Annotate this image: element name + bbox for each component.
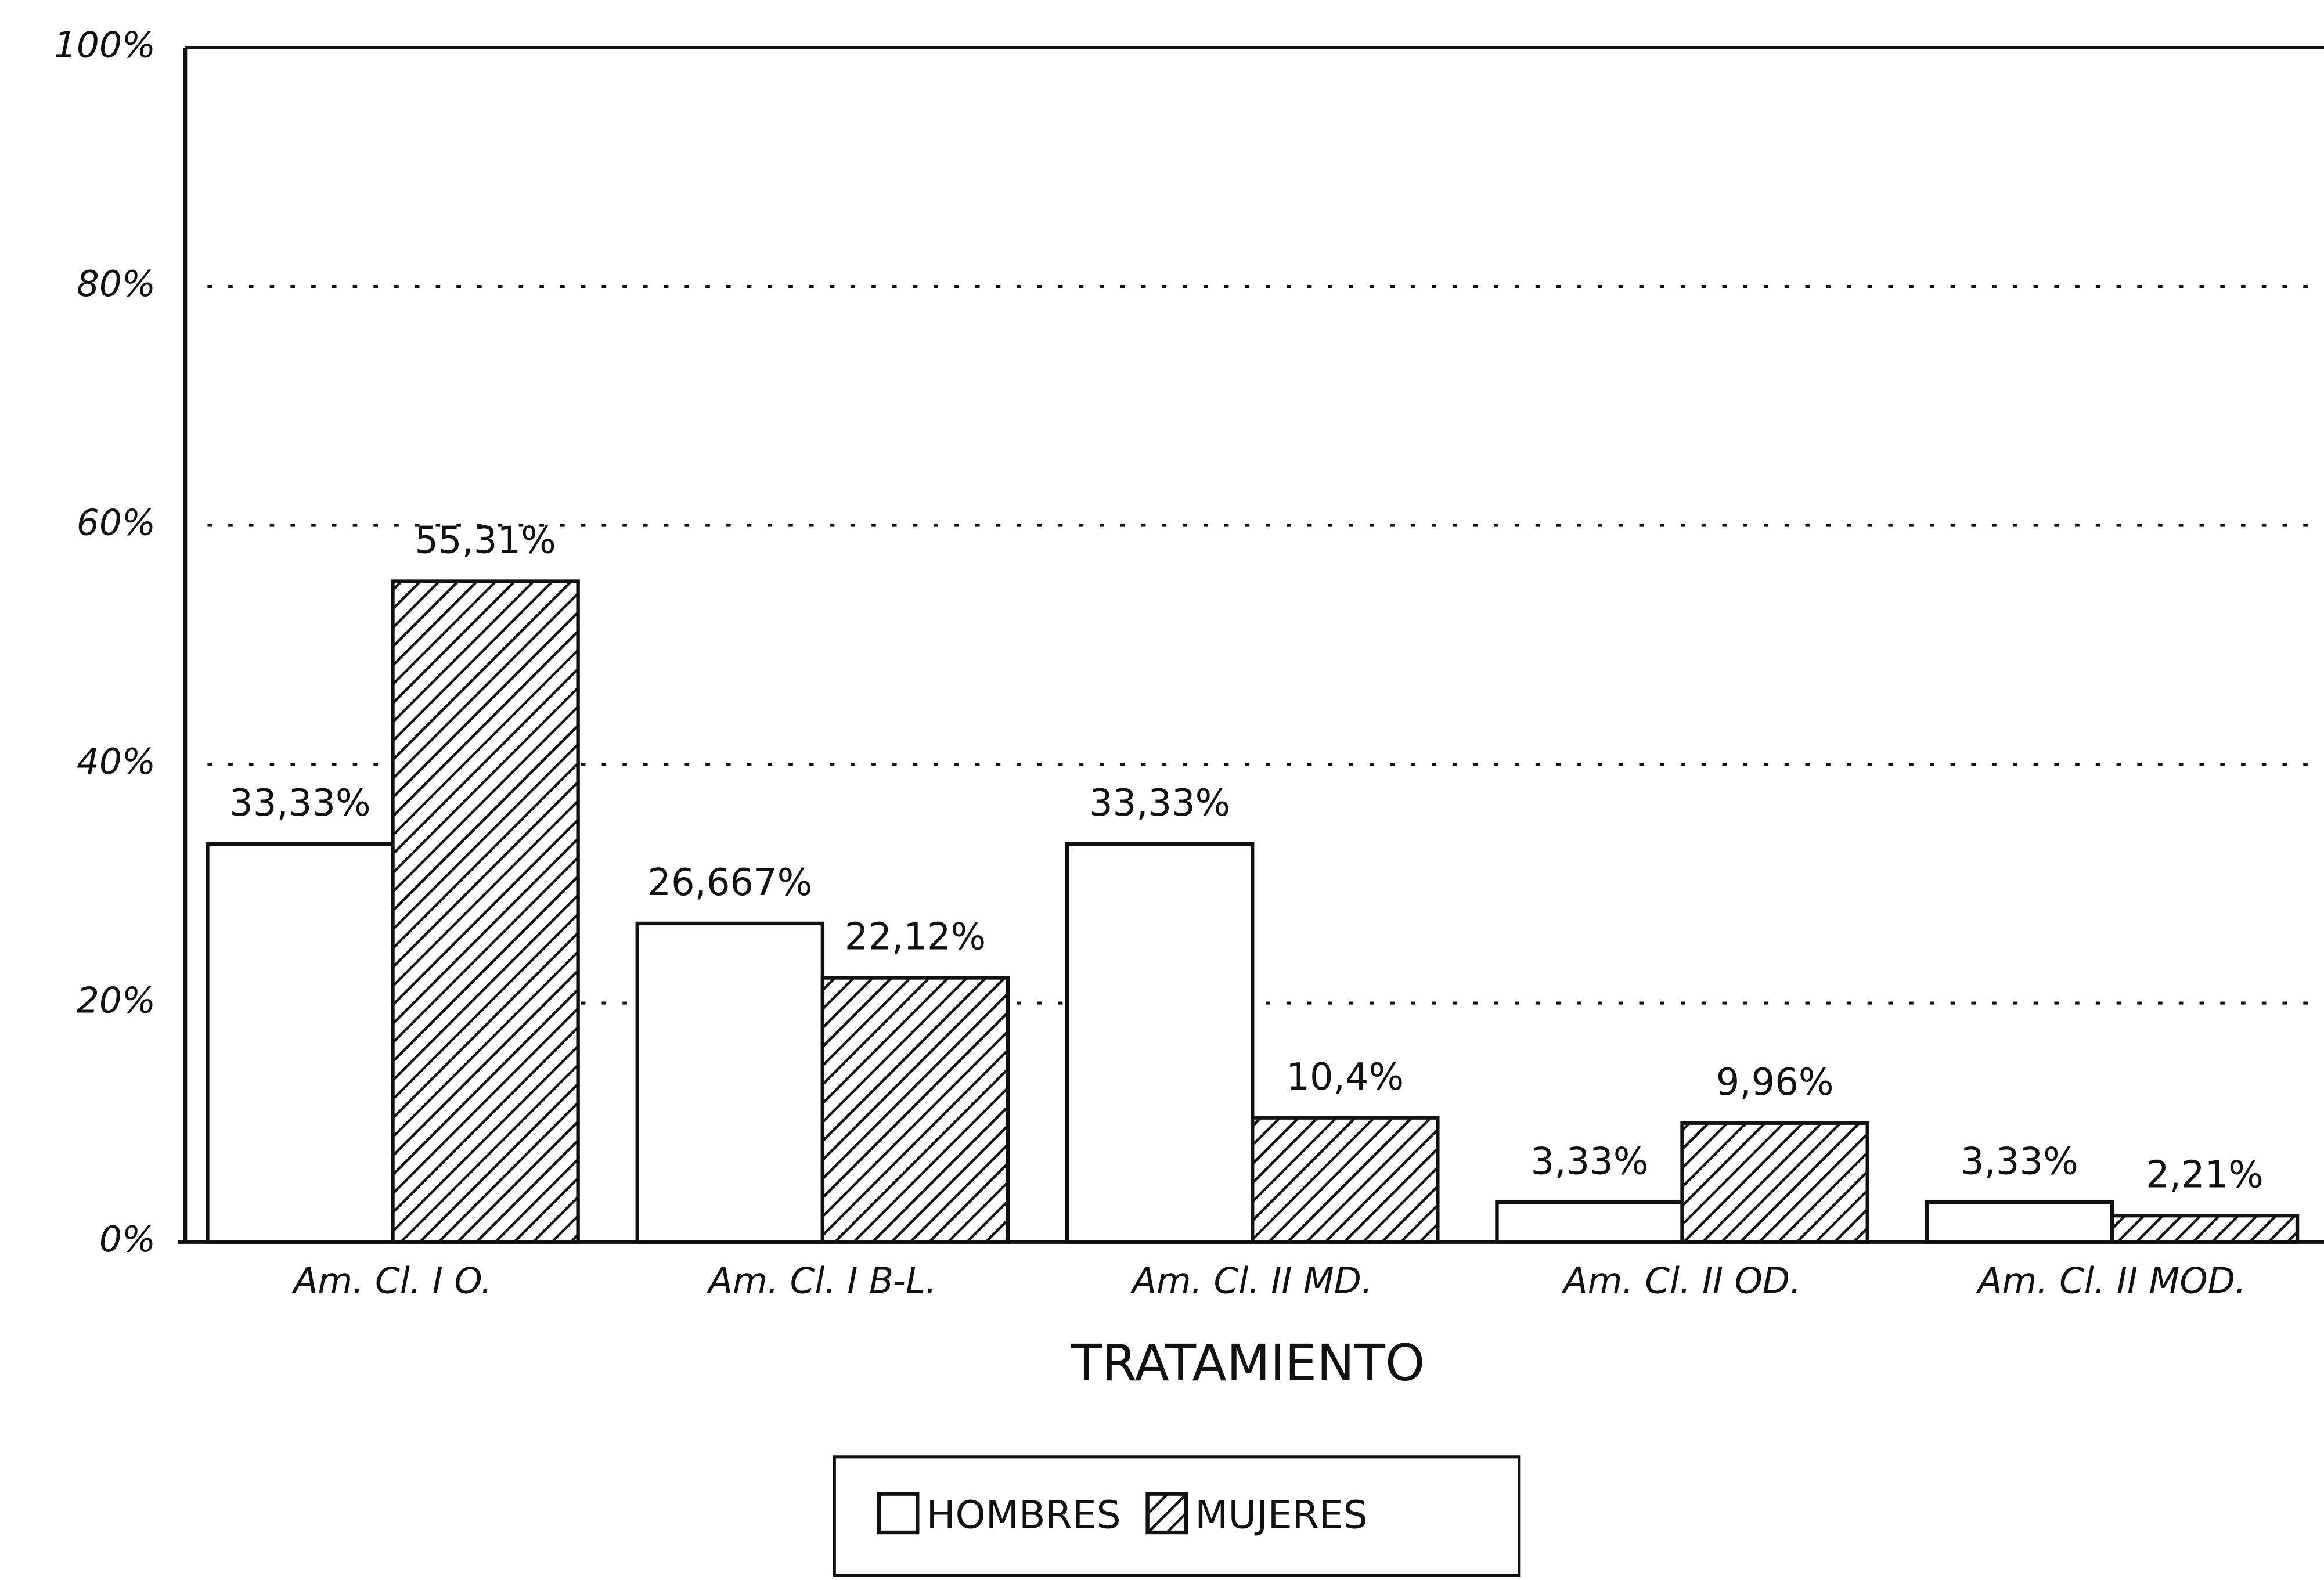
y-tick-label: 80% — [77, 264, 156, 305]
x-tick-label: Am. Cl. II OD. — [1561, 1261, 1801, 1302]
bar — [1680, 1121, 1869, 1244]
y-tick-label: 40% — [77, 741, 156, 782]
data-label: 10,4% — [1286, 1056, 1404, 1099]
bar — [391, 579, 580, 1244]
bar — [1251, 1116, 1440, 1244]
bar — [206, 842, 395, 1244]
y-tick-label: 20% — [77, 980, 156, 1022]
data-label: 33,33% — [1089, 782, 1230, 825]
x-tick-label: Am. Cl. I B-L. — [706, 1261, 937, 1302]
data-label: 3,33% — [1961, 1140, 2078, 1183]
x-tick-label: Am. Cl. II MOD. — [1976, 1261, 2247, 1302]
x-axis-label: TRATAMIENTO — [1071, 1334, 1425, 1393]
data-label: 3,33% — [1531, 1140, 1649, 1183]
data-label: 26,667% — [647, 861, 812, 904]
legend-swatch — [1145, 1492, 1188, 1535]
bar — [1495, 1200, 1684, 1244]
legend-swatch — [877, 1492, 920, 1535]
y-tick-label: 100% — [54, 25, 156, 66]
data-label: 55,31% — [415, 520, 556, 562]
data-label: 9,96% — [1716, 1061, 1834, 1104]
bar — [635, 921, 825, 1244]
data-label: 33,33% — [229, 782, 370, 825]
legend-label: MUJERES — [1195, 1492, 1367, 1538]
data-label: 22,12% — [845, 916, 986, 959]
legend-label: HOMBRES — [927, 1492, 1121, 1538]
bar — [1925, 1200, 2114, 1244]
x-tick-label: Am. Cl. I O. — [291, 1261, 492, 1302]
y-tick-label: 60% — [77, 503, 156, 544]
x-tick-label: Am. Cl. II MD. — [1130, 1261, 1372, 1302]
bar — [2110, 1213, 2300, 1244]
y-tick-label: 0% — [99, 1219, 156, 1260]
bar — [1065, 842, 1255, 1244]
data-label: 2,21% — [2146, 1153, 2264, 1196]
bar — [820, 976, 1010, 1244]
